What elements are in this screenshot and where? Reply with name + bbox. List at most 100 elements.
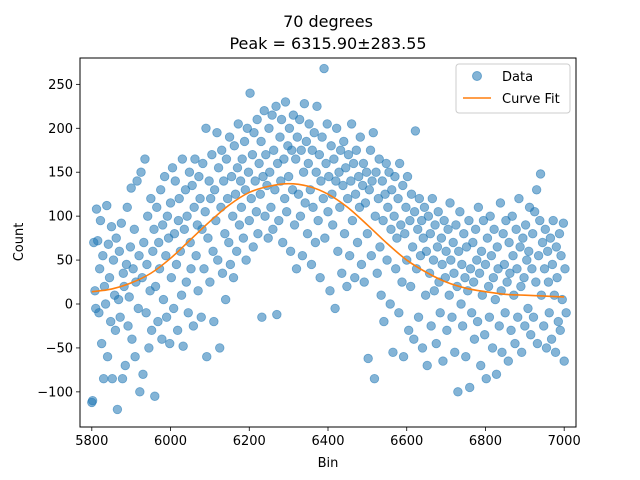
- data-point: [558, 218, 569, 228]
- data-point: [136, 167, 146, 177]
- data-point: [425, 229, 436, 239]
- data-point: [220, 294, 231, 305]
- data-point: [393, 193, 403, 204]
- data-point: [374, 154, 384, 164]
- x-tick-label: 6600: [390, 434, 423, 449]
- data-point: [149, 224, 159, 235]
- data-point: [351, 145, 362, 155]
- data-point: [238, 233, 249, 243]
- data-point: [130, 352, 140, 362]
- data-point: [360, 198, 371, 208]
- data-point: [98, 250, 108, 261]
- data-point: [526, 330, 536, 340]
- data-point: [528, 312, 539, 322]
- data-point: [499, 259, 510, 270]
- data-point: [465, 264, 476, 274]
- data-point: [469, 334, 480, 344]
- data-point: [416, 215, 427, 226]
- data-point: [94, 308, 104, 318]
- data-point: [489, 224, 499, 235]
- data-point: [381, 158, 391, 169]
- data-point: [335, 145, 346, 155]
- data-point: [263, 233, 273, 243]
- data-point: [507, 211, 517, 221]
- data-point: [103, 239, 114, 249]
- data-point: [497, 347, 507, 358]
- data-point: [561, 308, 571, 318]
- data-point: [453, 246, 464, 256]
- data-point: [346, 176, 356, 186]
- y-tick-label: −100: [37, 385, 73, 400]
- data-point: [377, 176, 388, 186]
- data-point: [128, 264, 138, 274]
- data-point: [112, 404, 123, 415]
- data-point: [295, 211, 306, 221]
- data-point: [159, 171, 170, 182]
- data-point: [301, 136, 312, 147]
- data-point: [169, 229, 180, 239]
- data-point: [414, 193, 425, 204]
- data-point: [108, 255, 119, 265]
- data-point: [350, 272, 360, 283]
- data-point: [204, 176, 214, 186]
- data-point: [445, 198, 455, 208]
- data-point: [548, 215, 558, 226]
- x-axis: 5800 6000 6200 6400 6600 6800 7000: [75, 427, 581, 449]
- data-point: [116, 218, 127, 228]
- data-point: [547, 259, 558, 270]
- plot-area: [87, 63, 571, 415]
- data-point: [202, 352, 212, 362]
- x-tick-label: 6200: [233, 434, 266, 449]
- data-point: [134, 250, 144, 261]
- data-point: [515, 242, 525, 252]
- data-point: [554, 229, 565, 239]
- data-point: [98, 373, 109, 384]
- data-point: [560, 264, 570, 274]
- data-point: [443, 224, 453, 235]
- data-point: [498, 229, 508, 239]
- y-tick-label: 200: [48, 122, 73, 137]
- data-point: [138, 369, 148, 379]
- y-tick-label: 250: [48, 78, 73, 93]
- data-point: [283, 171, 294, 182]
- data-point: [107, 373, 117, 384]
- data-point: [125, 242, 136, 252]
- data-point: [275, 132, 285, 142]
- data-point: [389, 211, 399, 221]
- data-point: [187, 180, 197, 191]
- data-point: [438, 356, 448, 366]
- data-point: [303, 158, 314, 169]
- data-point: [352, 237, 363, 248]
- data-point: [420, 290, 431, 300]
- data-point: [449, 268, 459, 278]
- data-point: [359, 277, 369, 287]
- data-point: [225, 259, 236, 270]
- data-point: [344, 250, 355, 261]
- data-point: [322, 119, 332, 129]
- data-point: [141, 308, 151, 318]
- data-point: [320, 233, 330, 243]
- data-point: [104, 272, 115, 283]
- data-point: [325, 286, 335, 296]
- data-point: [491, 369, 502, 379]
- data-point: [180, 185, 191, 195]
- data-point: [150, 281, 161, 292]
- data-point: [126, 183, 136, 193]
- data-point: [492, 242, 502, 252]
- data-point: [461, 242, 472, 252]
- data-point: [400, 229, 410, 239]
- legend: Data Curve Fit: [455, 63, 571, 114]
- data-point: [302, 229, 313, 239]
- data-point: [193, 286, 203, 296]
- data-point: [224, 132, 235, 142]
- data-point: [276, 114, 287, 125]
- data-point: [378, 215, 388, 226]
- data-point: [401, 202, 411, 213]
- data-point: [500, 308, 510, 318]
- data-point: [541, 343, 552, 353]
- data-point: [199, 264, 209, 274]
- data-point: [551, 242, 562, 252]
- data-point: [423, 211, 434, 221]
- data-point: [212, 127, 222, 138]
